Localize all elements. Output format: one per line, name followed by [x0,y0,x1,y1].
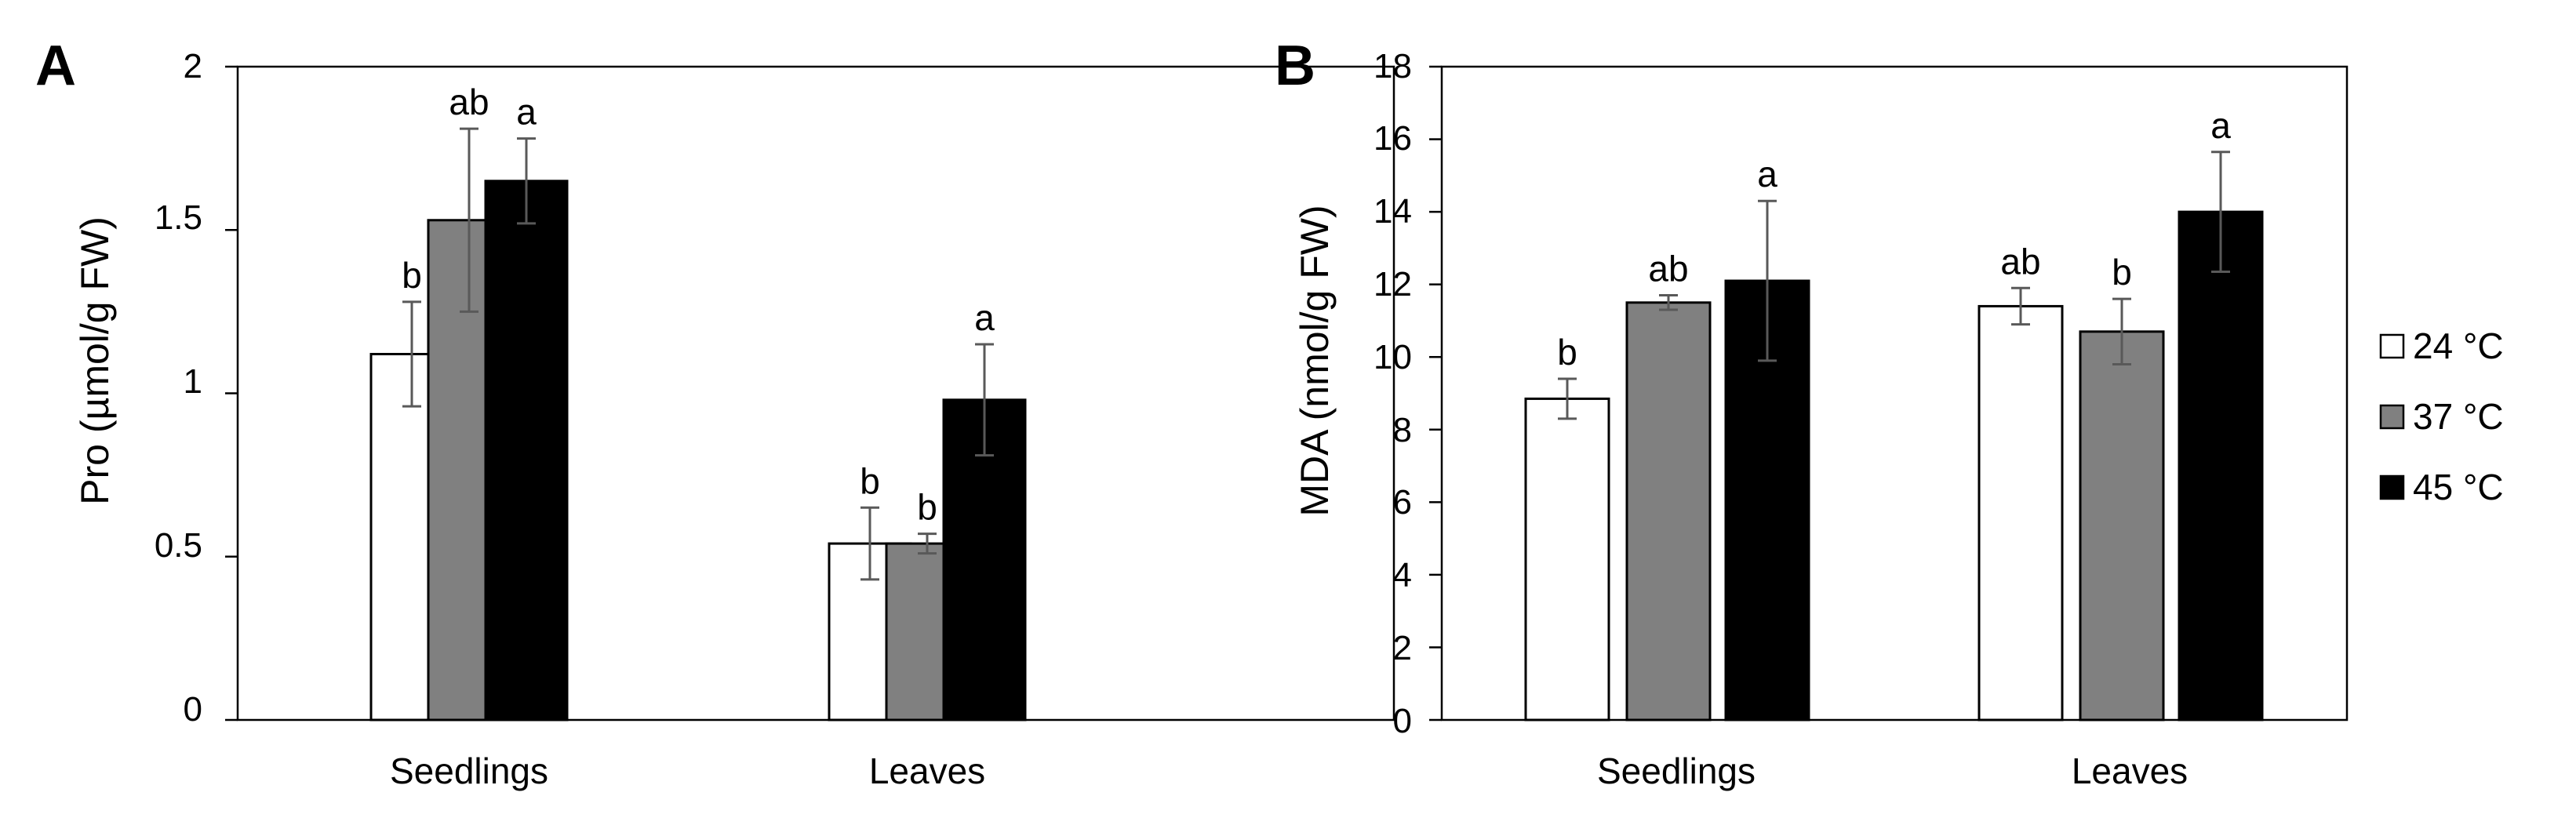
bars-b: b ab a ab b a [1429,65,2264,722]
y-tick-label: 2 [184,47,202,85]
y-tick-label: 14 [1374,192,1412,231]
x-tick-labels-a: Seedlings Leaves [390,751,985,791]
panel-b: B MDA (nmol/g FW) 0 2 4 6 8 10 12 14 16 … [1275,35,2349,791]
panel-a: A Pro (µmol/g FW) 0 0.5 1 1.5 2 Seedling… [35,35,1395,791]
significance-letter: a [1757,154,1777,194]
legend-swatch-24c [2379,333,2405,359]
bar-seedlings-45c [484,180,569,722]
significance-letter: a [516,92,537,133]
legend-item-45c: 45 °C [2379,467,2504,507]
y-tick-label: 1.5 [155,198,202,237]
significance-letter: b [1557,332,1577,373]
legend-label-24c: 24 °C [2413,325,2504,366]
x-tick-labels-b: Seedlings Leaves [1597,751,2188,791]
y-tick-label: 10 [1374,338,1412,376]
legend-label-37c: 37 °C [2413,396,2504,437]
y-tick-labels-b: 0 2 4 6 8 10 12 14 16 18 [1374,47,1412,740]
panel-label-a: A [35,35,76,97]
panel-label-b: B [1275,35,1315,97]
x-tick-label-seedlings: Seedlings [390,751,548,791]
error-bar [2211,151,2230,273]
significance-letter: b [860,460,880,501]
y-tick-label: 2 [1393,629,1412,667]
y-tick-label: 8 [1393,411,1412,449]
significance-letter: ab [449,82,489,122]
bar-leaves-45c [942,398,1027,722]
error-bar [1659,294,1678,311]
y-tick-label: 0 [1393,702,1412,740]
y-tick-labels-a: 0 0.5 1 1.5 2 [155,47,202,729]
y-tick-label: 6 [1393,483,1412,522]
error-bar [975,343,994,457]
legend-item-37c: 37 °C [2379,396,2504,437]
significance-letter: b [917,487,937,528]
significance-letter: ab [2000,241,2040,282]
error-bar [2011,286,2030,326]
error-bar [460,127,478,313]
plot-frame-a [236,65,1395,722]
legend-item-24c: 24 °C [2379,325,2504,366]
error-bar [1558,377,1577,420]
bar-seedlings-24c [1524,397,1610,722]
significance-letter: b [2112,252,2132,293]
legend-label-45c: 45 °C [2413,467,2504,507]
y-axis-title-b: MDA (nmol/g FW) [1293,205,1337,516]
legend-swatch-37c [2379,404,2405,430]
y-tick-label: 18 [1374,47,1412,85]
significance-letter: a [974,297,995,338]
bar-leaves-45c [2178,210,2264,722]
significance-letter: b [402,255,422,296]
legend-swatch-45c [2379,474,2405,500]
error-bar [402,300,421,408]
error-bar [2112,297,2131,365]
x-tick-label-seedlings: Seedlings [1597,751,1756,791]
y-tick-label: 4 [1393,556,1412,594]
error-bar [517,137,536,225]
y-tick-label: 1 [184,362,202,401]
error-bar [860,506,879,581]
x-tick-label-leaves: Leaves [869,751,985,791]
x-tick-label-leaves: Leaves [2072,751,2188,791]
legend: 24 °C 37 °C 45 °C [2379,325,2504,507]
significance-letter: ab [1648,249,1688,289]
y-tick-label: 0 [184,690,202,729]
bar-leaves-24c [1977,304,2064,722]
error-bar [1758,199,1777,362]
plot-frame-b [1440,65,2349,722]
y-tick-label: 16 [1374,119,1412,158]
y-tick-label: 12 [1374,265,1412,304]
y-axis-title-a: Pro (µmol/g FW) [73,216,117,505]
bar-leaves-37c [2079,330,2165,722]
bar-seedlings-37c [1625,301,1712,722]
error-bar [918,532,937,555]
significance-letter: a [2210,105,2231,146]
y-tick-label: 0.5 [155,526,202,565]
